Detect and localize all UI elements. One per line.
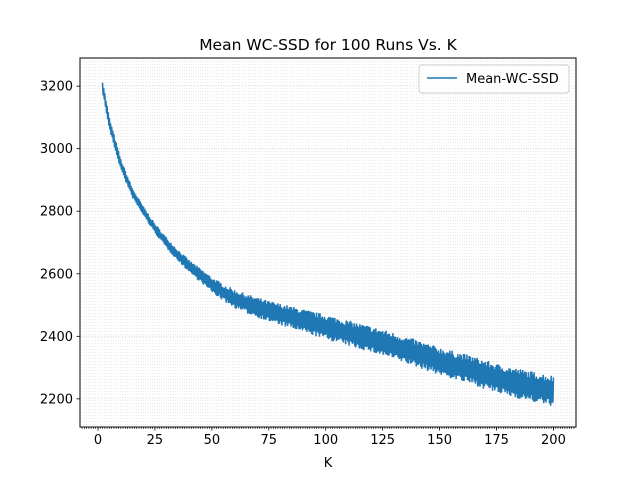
x-tick-label: 175: [484, 433, 509, 448]
legend-box: [418, 64, 570, 94]
x-axis-label: K: [324, 456, 333, 471]
legend: Mean-WC-SSD: [418, 64, 570, 94]
y-tick-label: 2600: [40, 267, 73, 282]
x-tick-label: 200: [541, 433, 566, 448]
x-tick-label: 150: [427, 433, 452, 448]
x-tick-label: 50: [204, 433, 221, 448]
x-tick-label: 25: [147, 433, 164, 448]
ticks: 0 25 50 75 100 125 150 175 200 2200 2400 2600 2800 30…: [40, 80, 575, 448]
series-line-mean-wc-ssd: [101, 82, 555, 406]
y-tick-label: 3000: [40, 142, 73, 157]
y-tick-label: 2200: [40, 392, 73, 407]
series-layer: [101, 82, 555, 406]
y-tick-label: 3200: [40, 80, 73, 95]
chart-title: Mean WC-SSD for 100 Runs Vs. K: [199, 36, 457, 54]
x-tick-label: 75: [261, 433, 278, 448]
x-tick-label: 100: [313, 433, 338, 448]
x-tick-label: 125: [370, 433, 395, 448]
y-tick-label: 2800: [40, 205, 73, 220]
y-tick-label: 2400: [40, 330, 73, 345]
x-tick-label: 0: [94, 433, 102, 448]
legend-label: Mean-WC-SSD: [466, 72, 559, 87]
